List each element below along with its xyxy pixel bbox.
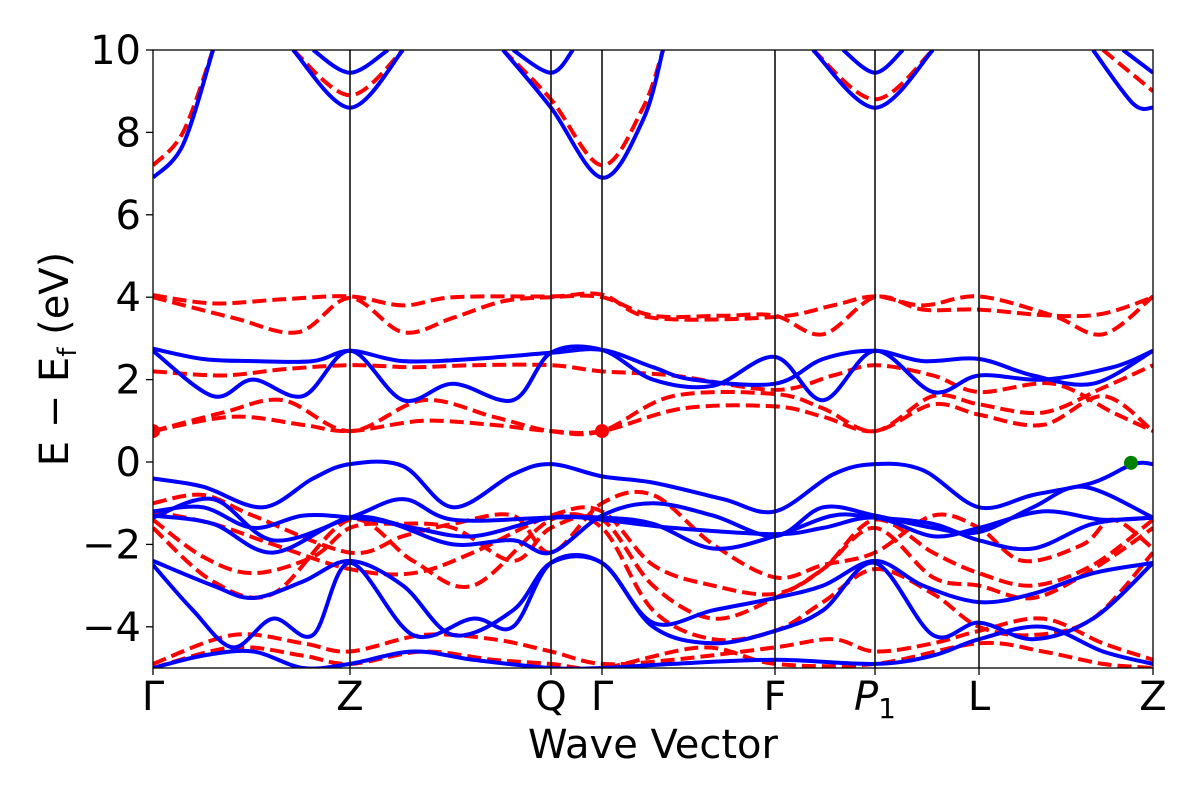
x-tick-label-Z: Z <box>1139 674 1166 720</box>
dashed-band-5 <box>1101 50 1153 93</box>
x-tick-label-Γ: Γ <box>591 674 614 720</box>
dashed-band-6 <box>153 291 1153 337</box>
x-axis-label: Wave Vector <box>528 722 779 768</box>
x-tick-label-P: P1 <box>854 674 896 725</box>
x-tick-label-L: L <box>968 674 991 720</box>
y-tick-label: −4 <box>82 605 141 651</box>
plot-frame <box>152 49 1154 669</box>
dashed-band-10 <box>153 394 1153 436</box>
x-tick-label-Γ: Γ <box>142 674 165 720</box>
y-tick-label: 4 <box>116 275 141 321</box>
y-tick-label: 2 <box>116 358 141 404</box>
y-axis-label: E − Ef (eV) <box>32 252 83 467</box>
y-tick-label: 8 <box>116 110 141 156</box>
solid-band-15 <box>153 509 1153 555</box>
solid-band-5 <box>501 50 665 180</box>
dashed-band-1 <box>153 50 215 167</box>
cbm-marker <box>153 424 160 439</box>
kpath-lines <box>349 50 980 668</box>
y-tick-label: −2 <box>82 522 141 568</box>
y-axis-label-sub: f <box>53 347 83 357</box>
y-tick-label: 6 <box>116 193 141 239</box>
extrema-markers <box>153 424 1138 470</box>
dashed-band-12 <box>153 505 1153 597</box>
solid-band-6 <box>811 50 935 110</box>
dashed-band-14 <box>153 512 1153 643</box>
solid-band-7 <box>841 50 905 75</box>
solid-band-11 <box>153 344 1153 404</box>
y-axis-label-main: E − E <box>32 357 78 467</box>
x-axis-ticks: Γ Z Q Γ F P1 L Z <box>142 668 1167 725</box>
y-tick-label: 10 <box>90 28 141 74</box>
solid-band-2 <box>291 50 405 110</box>
solid-band-13 <box>153 484 1153 556</box>
x-tick-label-F: F <box>763 674 786 720</box>
vbm-marker <box>1124 455 1138 470</box>
dashed-band-13 <box>153 513 1153 621</box>
bands-layer <box>153 50 1153 668</box>
solid-band-8 <box>1091 50 1153 111</box>
cbm-marker <box>595 424 609 439</box>
solid-band-9 <box>1121 50 1153 75</box>
x-tick-label-Q: Q <box>535 674 566 720</box>
x-tick-label-Z: Z <box>336 674 363 720</box>
dashed-band-3 <box>501 50 665 168</box>
solid-band-12 <box>153 459 1153 515</box>
y-tick-label: 0 <box>116 440 141 486</box>
y-axis-label-units: (eV) <box>32 252 78 348</box>
y-axis-ticks: −4 −2 0 2 4 6 8 10 <box>82 28 153 651</box>
dashed-band-9 <box>153 363 1153 437</box>
solid-band-1 <box>153 50 215 180</box>
solid-band-17 <box>153 552 1153 650</box>
